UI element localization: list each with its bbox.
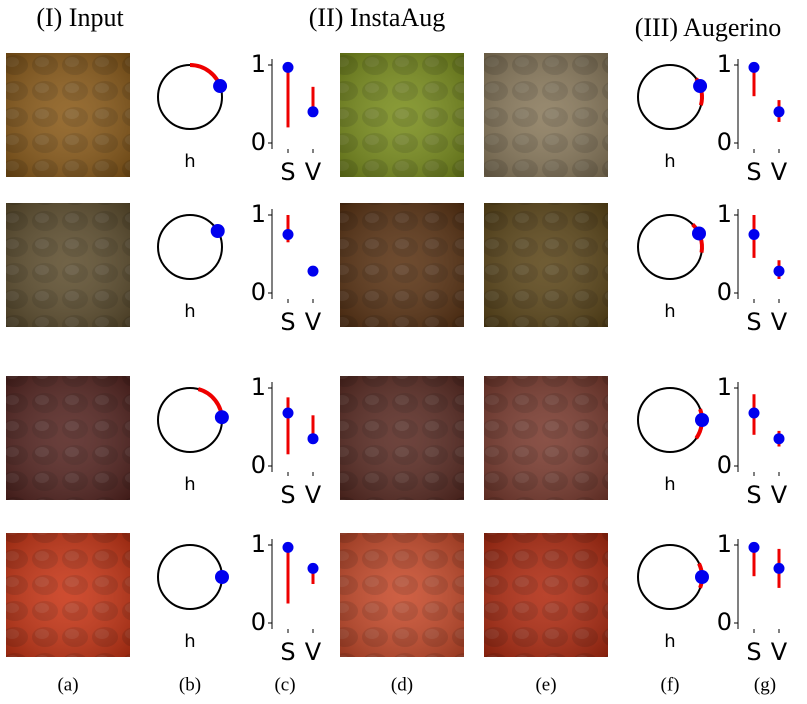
header: (II) InstaAug	[309, 3, 445, 32]
image-shade	[484, 376, 608, 500]
value-point	[774, 563, 785, 574]
hue-circle	[638, 215, 702, 279]
hue-point	[695, 570, 709, 584]
value-point	[749, 407, 760, 418]
h-label: h	[184, 631, 195, 652]
hue-point	[693, 79, 707, 93]
y-tick-label: 1	[251, 373, 266, 401]
image-shade	[6, 376, 130, 500]
value-point	[749, 62, 760, 73]
column-label: (g)	[754, 674, 776, 695]
column-label: (a)	[57, 674, 78, 695]
h-label: h	[184, 301, 195, 322]
value-point	[749, 542, 760, 553]
y-tick-label: 0	[717, 278, 732, 306]
value-point	[283, 542, 294, 553]
y-tick-label: 1	[717, 530, 732, 558]
x-label: S	[746, 638, 761, 666]
column-label: (f)	[661, 674, 680, 695]
image-shade	[6, 53, 130, 177]
value-point	[308, 433, 319, 444]
column-label: (b)	[179, 674, 201, 695]
value-point	[283, 229, 294, 240]
y-tick-label: 1	[251, 530, 266, 558]
x-label: S	[280, 158, 295, 186]
y-tick-label: 0	[251, 278, 266, 306]
value-point	[308, 266, 319, 277]
x-label: V	[771, 481, 788, 509]
image-shade	[6, 203, 130, 327]
x-label: S	[746, 158, 761, 186]
h-label: h	[664, 151, 675, 172]
image-shade	[484, 203, 608, 327]
value-point	[283, 407, 294, 418]
value-point	[308, 563, 319, 574]
header: (III) Augerino	[635, 13, 782, 42]
y-tick-label: 1	[717, 373, 732, 401]
value-point	[749, 229, 760, 240]
x-label: V	[305, 481, 322, 509]
h-label: h	[184, 151, 195, 172]
image-shade	[6, 533, 130, 657]
hue-circle	[158, 545, 222, 609]
x-label: S	[746, 481, 761, 509]
image-shade	[484, 53, 608, 177]
y-tick-label: 0	[717, 128, 732, 156]
column-label: (e)	[535, 674, 556, 695]
hue-point	[215, 410, 229, 424]
x-label: S	[280, 481, 295, 509]
image-shade	[340, 53, 464, 177]
value-point	[283, 62, 294, 73]
image-shade	[340, 203, 464, 327]
y-tick-label: 1	[251, 200, 266, 228]
value-point	[774, 106, 785, 117]
hue-point	[213, 79, 227, 93]
image-shade	[340, 376, 464, 500]
x-label: S	[746, 308, 761, 336]
y-tick-label: 0	[251, 451, 266, 479]
x-label: V	[771, 638, 788, 666]
y-tick-label: 1	[717, 200, 732, 228]
x-label: V	[771, 308, 788, 336]
y-tick-label: 0	[717, 451, 732, 479]
hue-circle	[638, 65, 702, 129]
y-tick-label: 1	[251, 50, 266, 78]
x-label: S	[280, 308, 295, 336]
image-shade	[340, 533, 464, 657]
y-tick-label: 0	[251, 128, 266, 156]
hue-point	[692, 226, 706, 240]
figure: (I) Input (II) InstaAug (III) Augerino (…	[0, 0, 807, 704]
x-label: V	[305, 308, 322, 336]
h-label: h	[664, 474, 675, 495]
h-label: h	[664, 631, 675, 652]
x-label: V	[305, 158, 322, 186]
x-label: V	[305, 638, 322, 666]
y-tick-label: 1	[717, 50, 732, 78]
hue-point	[211, 224, 225, 238]
hue-circle	[158, 215, 222, 279]
h-label: h	[664, 301, 675, 322]
column-label: (d)	[391, 674, 413, 695]
hue-point	[215, 570, 229, 584]
y-tick-label: 0	[251, 608, 266, 636]
image-shade	[484, 533, 608, 657]
value-point	[308, 106, 319, 117]
hue-circle	[638, 545, 702, 609]
value-point	[774, 433, 785, 444]
hue-point	[695, 413, 709, 427]
value-point	[774, 266, 785, 277]
y-tick-label: 0	[717, 608, 732, 636]
header: (I) Input	[36, 3, 124, 32]
hue-circle	[638, 388, 702, 452]
h-label: h	[184, 474, 195, 495]
column-label: (c)	[274, 674, 295, 695]
x-label: S	[280, 638, 295, 666]
x-label: V	[771, 158, 788, 186]
